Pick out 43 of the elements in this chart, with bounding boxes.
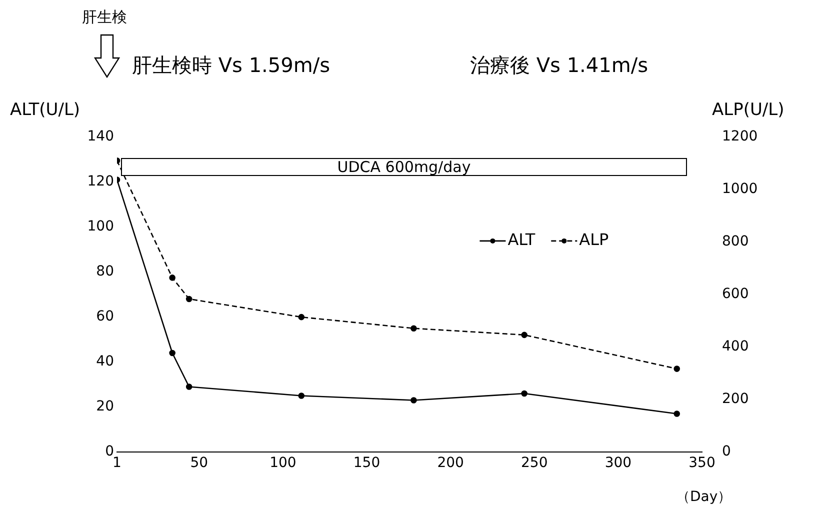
point [521,332,528,338]
point [186,384,192,390]
y-tick-label: 40 [96,354,114,370]
point [410,397,417,404]
point [674,366,680,372]
y2-tick-label: 800 [722,234,749,250]
y-tick-label: 80 [96,264,114,280]
y2-tick-label: 200 [722,391,749,408]
x-tick-label: 350 [688,455,716,472]
y2-tick-label: 600 [722,286,749,302]
y2-tick-label: 0 [722,444,731,460]
y2-axis-title: ALP(U/L) [712,100,784,120]
x-tick-label: 1 [112,455,122,472]
point [186,296,192,302]
legend-label: ALP [579,230,609,250]
y2-tick-label: 1200 [722,128,758,145]
y-tick-label: 120 [87,174,114,190]
point [298,392,305,399]
point [169,350,176,356]
point [521,390,528,397]
y-tick-label: 140 [87,128,114,145]
y-tick-label: 20 [96,398,114,415]
y-tick-label: 100 [87,218,114,235]
x-tick-label: 200 [437,455,464,472]
y-axis-title: ALT(U/L) [10,100,80,120]
point [298,314,305,320]
x-tick-label: 150 [353,455,380,472]
x-axis-title: （Day） [676,488,732,506]
x-tick-label: 100 [270,455,296,472]
text: 治療後 Vs 1.41m/s [470,52,648,79]
point [169,274,176,281]
y-tick-label: 60 [96,308,114,325]
text: 肝生検時 Vs 1.59m/s [132,52,330,79]
text: 肝生検 [82,8,127,27]
point [674,410,680,417]
y2-tick-label: 400 [722,338,749,355]
y2-tick-label: 1000 [722,181,758,198]
y-tick-label: 0 [105,444,114,460]
x-tick-label: 250 [521,455,548,472]
point [410,325,417,332]
x-tick-label: 50 [190,455,208,472]
legend-label: ALT [508,230,536,250]
x-tick-label: 300 [604,455,632,472]
